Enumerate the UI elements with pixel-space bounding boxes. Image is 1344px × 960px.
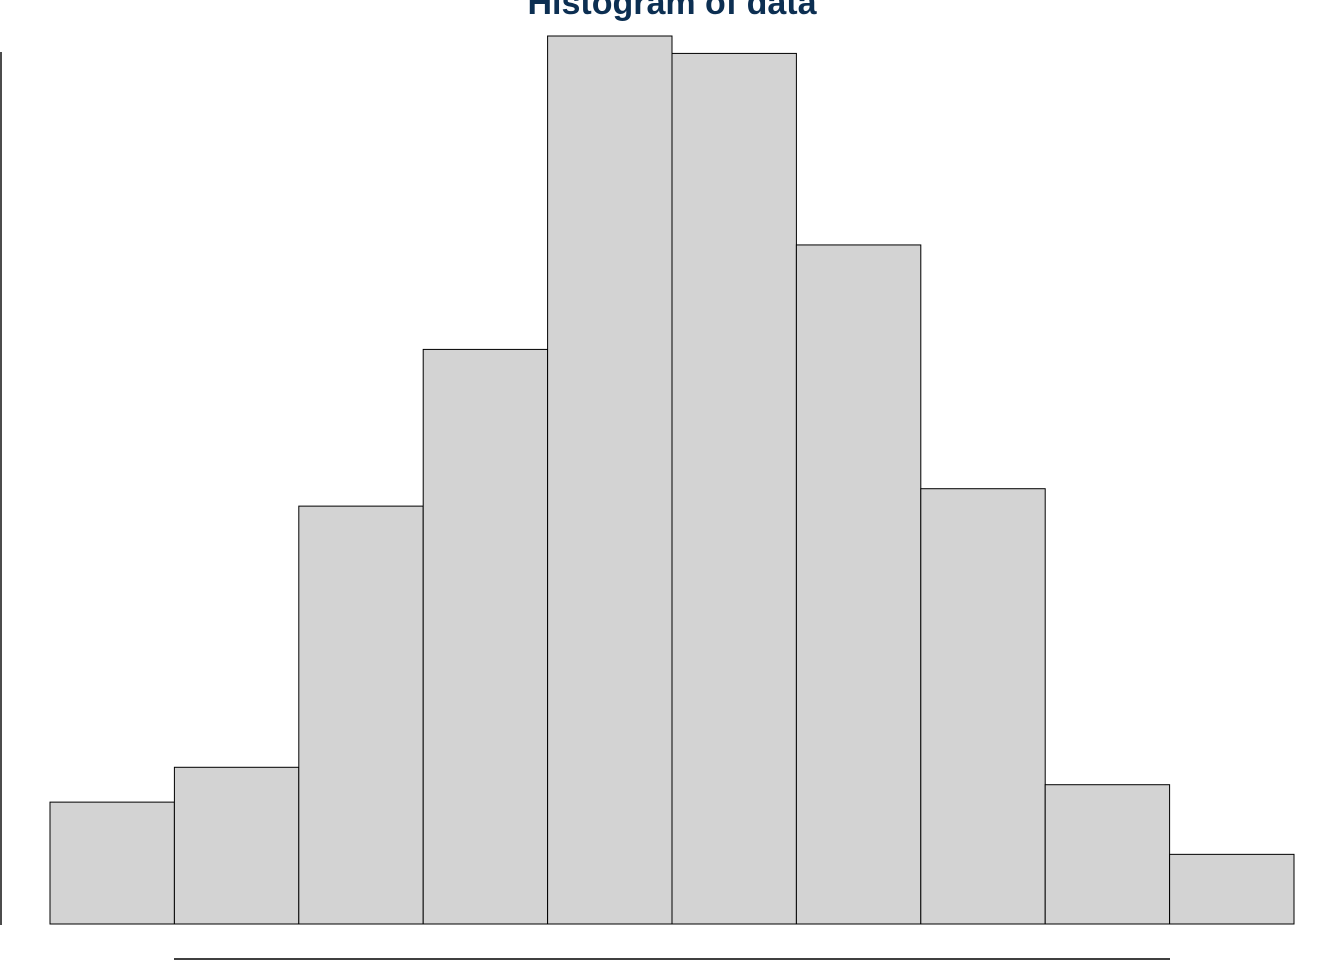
histogram-bar-5 xyxy=(547,35,673,925)
histogram-bar-8 xyxy=(920,488,1046,925)
histogram-bar-3 xyxy=(298,505,424,925)
histogram-bar-6 xyxy=(671,52,797,925)
histogram-bar-4 xyxy=(422,348,549,925)
histogram-bar-10 xyxy=(1169,853,1295,925)
histogram-bar-7 xyxy=(795,244,922,925)
histogram-bar-1 xyxy=(49,801,175,925)
bars-group xyxy=(49,35,1295,925)
histogram-bar-9 xyxy=(1044,784,1171,925)
chart-title: Histogram of data xyxy=(527,0,817,22)
histogram-bar-2 xyxy=(173,766,300,925)
